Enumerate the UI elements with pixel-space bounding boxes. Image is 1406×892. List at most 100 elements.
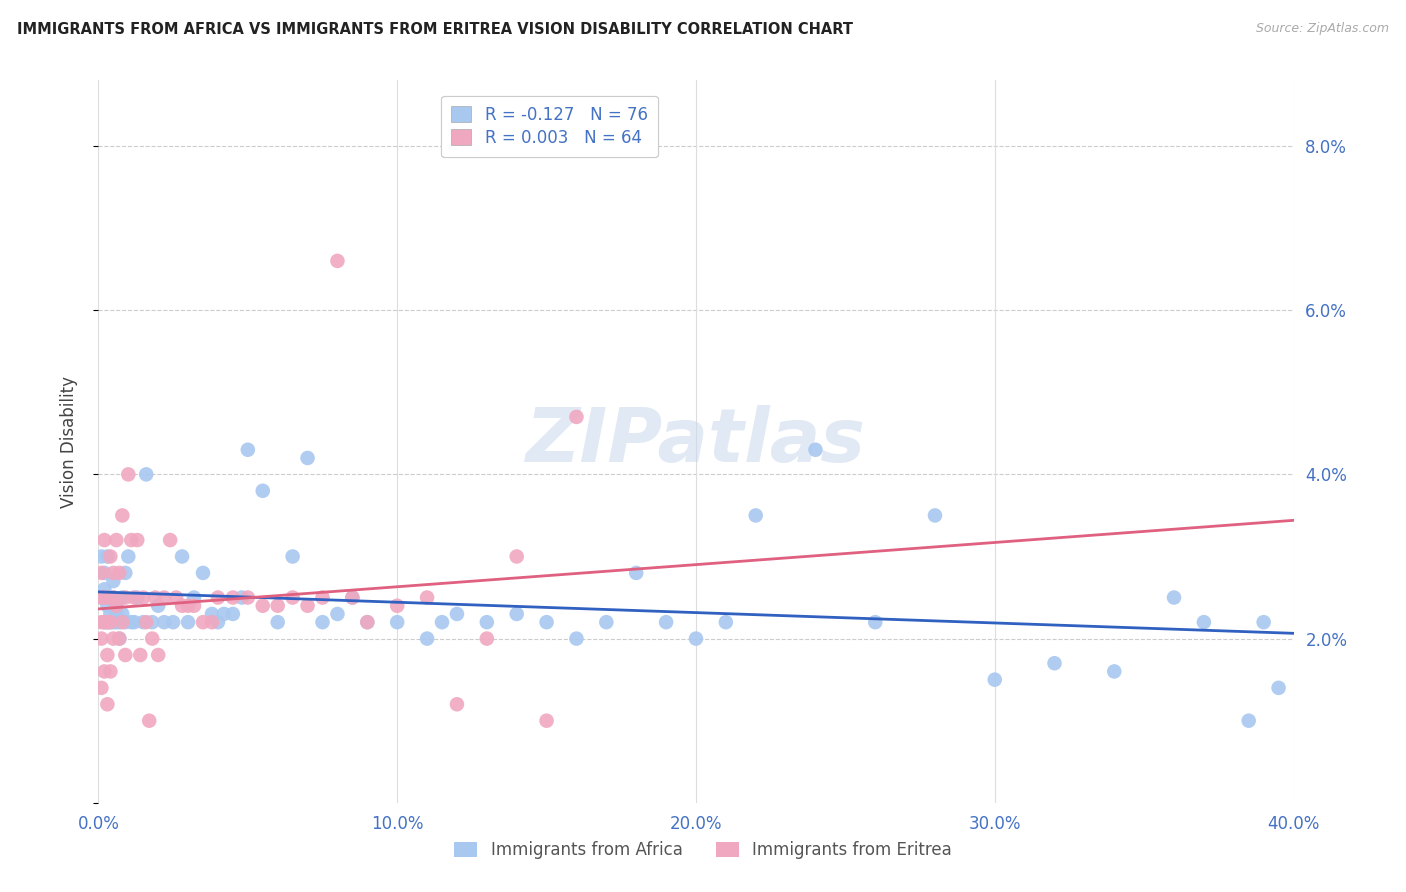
Point (804, 442, 827, 457)
Point (207, 591, 229, 605)
Point (222, 607, 245, 621)
Point (385, 615, 409, 630)
Point (446, 698, 468, 712)
Text: ZIPatlas: ZIPatlas (526, 405, 866, 478)
Point (565, 632, 588, 646)
Point (93, 665, 115, 679)
Point (475, 615, 498, 630)
Point (1267, 681, 1289, 695)
Point (132, 591, 155, 605)
Point (90, 549, 112, 564)
Point (1237, 714, 1260, 728)
Point (98, 549, 122, 564)
Point (475, 632, 498, 646)
Point (201, 615, 224, 630)
Point (267, 615, 290, 630)
Point (103, 591, 125, 605)
Point (506, 549, 529, 564)
Point (93, 615, 115, 630)
Point (342, 591, 364, 605)
Point (124, 615, 146, 630)
Point (311, 591, 333, 605)
Point (103, 615, 125, 630)
Point (183, 599, 205, 613)
Point (565, 409, 588, 424)
Point (114, 648, 136, 662)
Point (207, 615, 229, 630)
Point (191, 615, 214, 630)
Point (595, 615, 617, 630)
Point (172, 599, 194, 613)
Point (745, 508, 768, 523)
Point (135, 615, 157, 630)
Point (111, 607, 134, 621)
Point (96, 615, 118, 630)
Legend: Immigrants from Africa, Immigrants from Eritrea: Immigrants from Africa, Immigrants from … (447, 835, 959, 866)
Point (98, 665, 122, 679)
Point (252, 599, 274, 613)
Point (90, 615, 112, 630)
Point (141, 615, 163, 630)
Point (183, 591, 205, 605)
Point (446, 607, 468, 621)
Point (165, 591, 187, 605)
Point (326, 607, 349, 621)
Point (129, 648, 152, 662)
Point (117, 467, 139, 482)
Point (342, 591, 364, 605)
Point (1253, 615, 1275, 630)
Point (148, 599, 170, 613)
Point (96, 591, 118, 605)
Point (236, 442, 259, 457)
Point (93, 615, 115, 630)
Point (96, 698, 118, 712)
Point (90, 681, 112, 695)
Point (153, 615, 176, 630)
Point (96, 549, 118, 564)
Point (536, 615, 558, 630)
Point (120, 615, 142, 630)
Point (141, 632, 163, 646)
Point (96, 599, 118, 613)
Point (385, 599, 409, 613)
Point (93, 566, 115, 580)
Point (103, 591, 125, 605)
Point (135, 467, 157, 482)
Point (93, 591, 115, 605)
Point (127, 591, 149, 605)
Point (1163, 591, 1185, 605)
Point (98, 615, 122, 630)
Point (416, 632, 439, 646)
Point (297, 450, 319, 465)
Point (111, 508, 134, 523)
Point (281, 591, 304, 605)
Point (96, 615, 118, 630)
Point (105, 615, 128, 630)
Point (148, 648, 170, 662)
Point (356, 615, 378, 630)
Point (93, 582, 115, 597)
Point (114, 591, 136, 605)
Point (103, 632, 125, 646)
Point (96, 648, 118, 662)
Point (90, 566, 112, 580)
Point (536, 714, 558, 728)
Point (105, 533, 128, 547)
Point (117, 549, 139, 564)
Point (127, 533, 149, 547)
Point (138, 714, 160, 728)
Point (103, 566, 125, 580)
Point (865, 615, 887, 630)
Point (506, 607, 529, 621)
Point (172, 549, 194, 564)
Point (222, 591, 245, 605)
Point (1192, 615, 1215, 630)
Point (90, 632, 112, 646)
Point (90, 591, 112, 605)
Point (655, 615, 678, 630)
Point (924, 508, 946, 523)
Point (108, 615, 131, 630)
Point (111, 615, 134, 630)
Point (111, 591, 134, 605)
Point (98, 615, 122, 630)
